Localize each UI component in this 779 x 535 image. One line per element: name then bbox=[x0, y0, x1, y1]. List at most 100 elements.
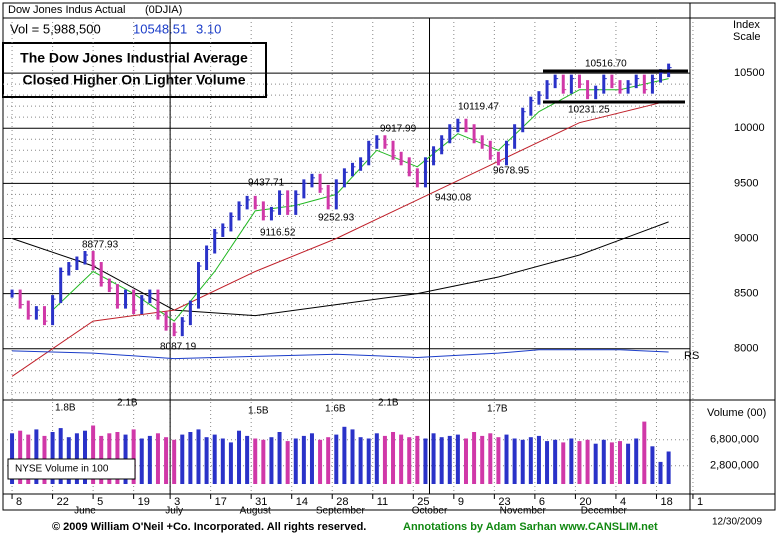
volume-bar bbox=[358, 437, 363, 484]
x-tick-label: 5 bbox=[97, 496, 103, 508]
price-annotation: 8877.93 bbox=[82, 240, 119, 251]
volume-bar bbox=[423, 438, 428, 484]
price-annotation: 10119.47 bbox=[458, 102, 499, 113]
price-annotation: 9437.71 bbox=[248, 178, 285, 189]
volume-bar bbox=[342, 426, 347, 484]
volume-bar bbox=[512, 438, 517, 484]
volume-bar bbox=[536, 435, 541, 484]
index-symbol: (0DJIA) bbox=[145, 4, 182, 16]
volume-bar bbox=[237, 430, 242, 484]
volume-bar bbox=[658, 461, 663, 484]
x-tick-label: 31 bbox=[255, 496, 267, 508]
volume-bar bbox=[261, 439, 266, 484]
headline: The Dow Jones Industrial Average bbox=[20, 50, 248, 66]
volume-bar bbox=[131, 429, 136, 484]
volume-tick-label: 6,800,000 bbox=[710, 434, 759, 446]
volume-bar bbox=[318, 439, 323, 484]
volume-annotation: 1.6B bbox=[325, 404, 346, 415]
volume-annotation: 1.7B bbox=[487, 404, 508, 415]
price-annotation: 9430.08 bbox=[435, 193, 472, 204]
volume-bar bbox=[463, 438, 468, 484]
x-tick-label: 6 bbox=[539, 496, 545, 508]
volume-bar bbox=[553, 439, 558, 484]
volume-bar bbox=[472, 432, 477, 484]
month-label: August bbox=[240, 506, 271, 517]
volume-bar bbox=[642, 421, 647, 484]
volume-bar bbox=[91, 425, 96, 484]
volume-readout: Vol = 5,988,500 bbox=[10, 21, 101, 36]
x-tick-label: 28 bbox=[336, 496, 348, 508]
volume-bar bbox=[374, 433, 379, 484]
volume-bar bbox=[155, 433, 160, 484]
volume-bar bbox=[617, 441, 622, 484]
volume-bar bbox=[504, 434, 509, 484]
chart-date: 12/30/2009 bbox=[712, 517, 762, 528]
volume-bar bbox=[50, 432, 55, 484]
volume-bar bbox=[245, 435, 250, 484]
x-tick-label: 18 bbox=[660, 496, 672, 508]
volume-bar bbox=[180, 434, 185, 484]
volume-bar bbox=[480, 435, 485, 484]
volume-bar bbox=[528, 437, 533, 484]
volume-bar bbox=[309, 433, 314, 484]
volume-bar bbox=[391, 432, 396, 484]
change-readout: 3.10 bbox=[196, 21, 221, 36]
y-tick-label: 8500 bbox=[734, 287, 758, 299]
volume-bar bbox=[455, 434, 460, 484]
volume-note-box bbox=[7, 458, 136, 480]
x-tick-label: 19 bbox=[138, 496, 150, 508]
volume-bar bbox=[601, 439, 606, 484]
y-tick-label: 9000 bbox=[734, 232, 758, 244]
volume-bar bbox=[269, 437, 274, 484]
volume-bar bbox=[326, 437, 331, 484]
price-annotation: 10231.25 bbox=[568, 105, 610, 116]
scale-label: Index bbox=[733, 19, 760, 31]
copyright: © 2009 William O'Neil +Co. Incorporated.… bbox=[52, 521, 366, 533]
price-annotation: 9678.95 bbox=[493, 166, 530, 177]
volume-bar bbox=[228, 442, 233, 484]
headline-box bbox=[2, 42, 267, 98]
volume-bar bbox=[634, 438, 639, 484]
volume-note: NYSE Volume in 100 bbox=[15, 464, 109, 475]
ma50-line bbox=[11, 100, 669, 377]
volume-bar bbox=[609, 442, 614, 484]
volume-bar bbox=[626, 443, 631, 484]
volume-bar bbox=[520, 439, 525, 484]
volume-bar bbox=[204, 437, 209, 484]
volume-bar bbox=[164, 437, 169, 484]
volume-bar bbox=[666, 451, 671, 484]
volume-bar bbox=[431, 433, 436, 484]
volume-bar bbox=[399, 434, 404, 484]
credit: Annotations by Adam Sarhan www.CANSLIM.n… bbox=[403, 521, 658, 533]
scale-label: Scale bbox=[733, 31, 761, 43]
volume-bar bbox=[285, 441, 290, 484]
volume-bar bbox=[650, 446, 655, 484]
volume-bar bbox=[277, 432, 282, 484]
x-tick-label: 20 bbox=[579, 496, 591, 508]
volume-bar bbox=[115, 432, 120, 484]
volume-bar bbox=[488, 433, 493, 484]
x-tick-label: 23 bbox=[498, 496, 510, 508]
volume-bar bbox=[561, 442, 566, 484]
volume-bar bbox=[188, 432, 193, 484]
volume-annotation: 1.8B bbox=[55, 403, 76, 414]
volume-bar bbox=[545, 441, 550, 484]
month-label: December bbox=[581, 506, 628, 517]
x-tick-label: 25 bbox=[417, 496, 429, 508]
x-tick-label: 22 bbox=[57, 496, 69, 508]
volume-bar bbox=[407, 437, 412, 484]
month-label: September bbox=[316, 506, 366, 517]
volume-bar bbox=[585, 439, 590, 484]
price-annotation: 9252.93 bbox=[318, 213, 355, 224]
price-readout: 10548.51 bbox=[133, 21, 187, 36]
price-annotation: 9116.52 bbox=[260, 228, 296, 239]
y-tick-label: 10500 bbox=[734, 67, 765, 79]
month-label: July bbox=[165, 506, 183, 517]
month-label: November bbox=[500, 506, 547, 517]
volume-bar bbox=[58, 428, 63, 484]
x-tick-label: 17 bbox=[215, 496, 227, 508]
month-label: October bbox=[412, 506, 448, 517]
volume-bar bbox=[447, 435, 452, 484]
volume-bar bbox=[569, 438, 574, 484]
